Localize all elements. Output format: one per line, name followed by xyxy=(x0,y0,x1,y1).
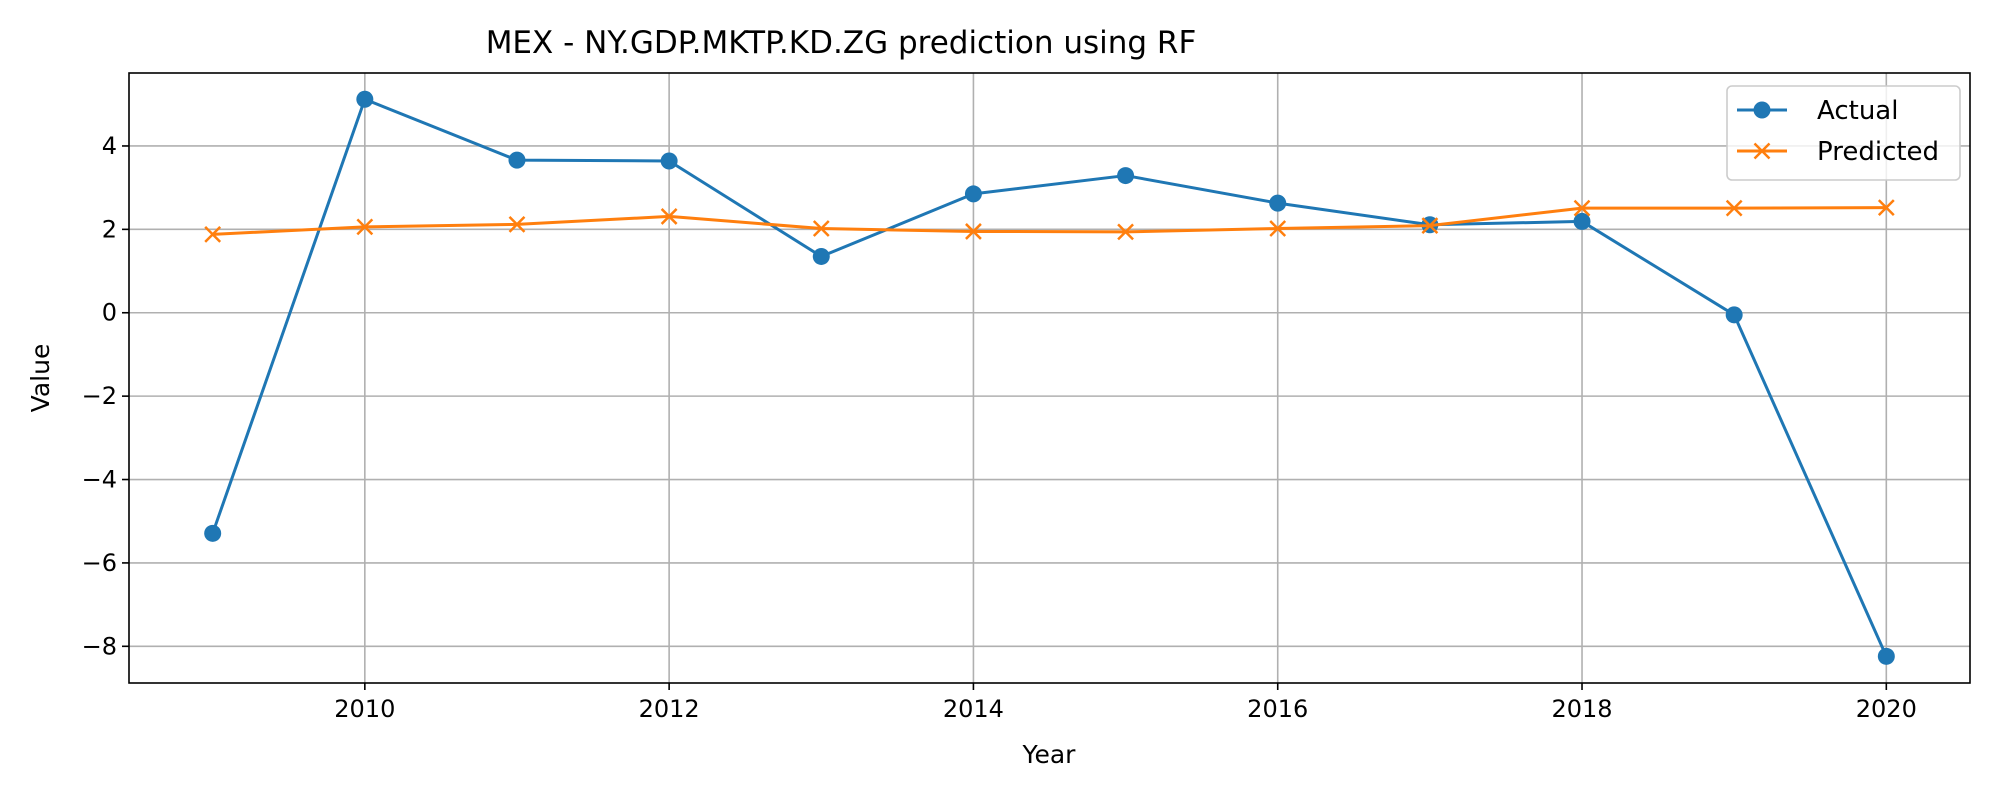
actual-point xyxy=(964,185,982,203)
x-tick-label: 2018 xyxy=(1551,695,1612,723)
x-tick-label: 2016 xyxy=(1247,695,1308,723)
grid xyxy=(129,73,1970,683)
actual-point xyxy=(1725,306,1743,324)
predicted-point xyxy=(812,220,830,237)
predicted-point xyxy=(1877,199,1895,217)
x-tick-label: 2020 xyxy=(1856,695,1917,723)
predicted-point xyxy=(1269,220,1287,237)
legend-marker xyxy=(1753,142,1771,160)
y-tick-label: −2 xyxy=(82,382,117,410)
y-tick-label: 0 xyxy=(102,299,117,327)
legend: Actual Predicted xyxy=(1726,85,1961,181)
predicted-point xyxy=(1725,199,1743,217)
predicted-point xyxy=(356,218,374,236)
actual-point xyxy=(508,151,526,169)
predicted-point xyxy=(965,223,982,240)
y-tick-label: −4 xyxy=(82,466,117,494)
predicted-point xyxy=(1421,217,1439,234)
series xyxy=(204,90,1895,665)
actual-point xyxy=(1269,194,1287,212)
y-axis-title: Value xyxy=(26,344,55,413)
y-tick-label: −8 xyxy=(82,632,117,660)
y-tick-label: −6 xyxy=(82,549,117,577)
y-tick-label: 4 xyxy=(102,132,117,160)
predicted-line xyxy=(212,206,1887,236)
predicted-point xyxy=(1117,223,1134,241)
series-predicted xyxy=(204,199,1895,243)
chart-title: MEX - NY.GDP.MKTP.KD.ZG prediction using… xyxy=(486,25,1197,61)
predicted-point xyxy=(204,225,222,243)
predicted-point xyxy=(508,215,526,233)
series-actual xyxy=(204,90,1895,665)
actual-point xyxy=(1117,167,1135,185)
actual-point xyxy=(204,524,222,542)
x-axis-title: Year xyxy=(1022,740,1077,769)
axis-ticks: 2010 2012 2014 2016 2018 2020 4 2 0 −2 −4 −6 −8 xyxy=(82,132,1917,723)
predicted-point xyxy=(1573,199,1591,217)
actual-point xyxy=(812,247,830,265)
legend-label: Predicted xyxy=(1817,137,1939,167)
actual-point xyxy=(1877,647,1895,665)
x-tick-label: 2014 xyxy=(943,695,1004,723)
y-tick-label: 2 xyxy=(102,215,117,243)
actual-point xyxy=(660,152,678,170)
plot-area xyxy=(128,72,1971,684)
actual-point xyxy=(356,90,374,108)
actual-line xyxy=(211,97,1888,657)
x-tick-label: 2012 xyxy=(639,695,700,723)
x-tick-label: 2010 xyxy=(334,695,395,723)
legend-marker xyxy=(1753,101,1771,119)
predicted-point xyxy=(660,208,678,225)
actual-point xyxy=(1573,212,1591,230)
legend-label: Actual xyxy=(1817,96,1898,126)
